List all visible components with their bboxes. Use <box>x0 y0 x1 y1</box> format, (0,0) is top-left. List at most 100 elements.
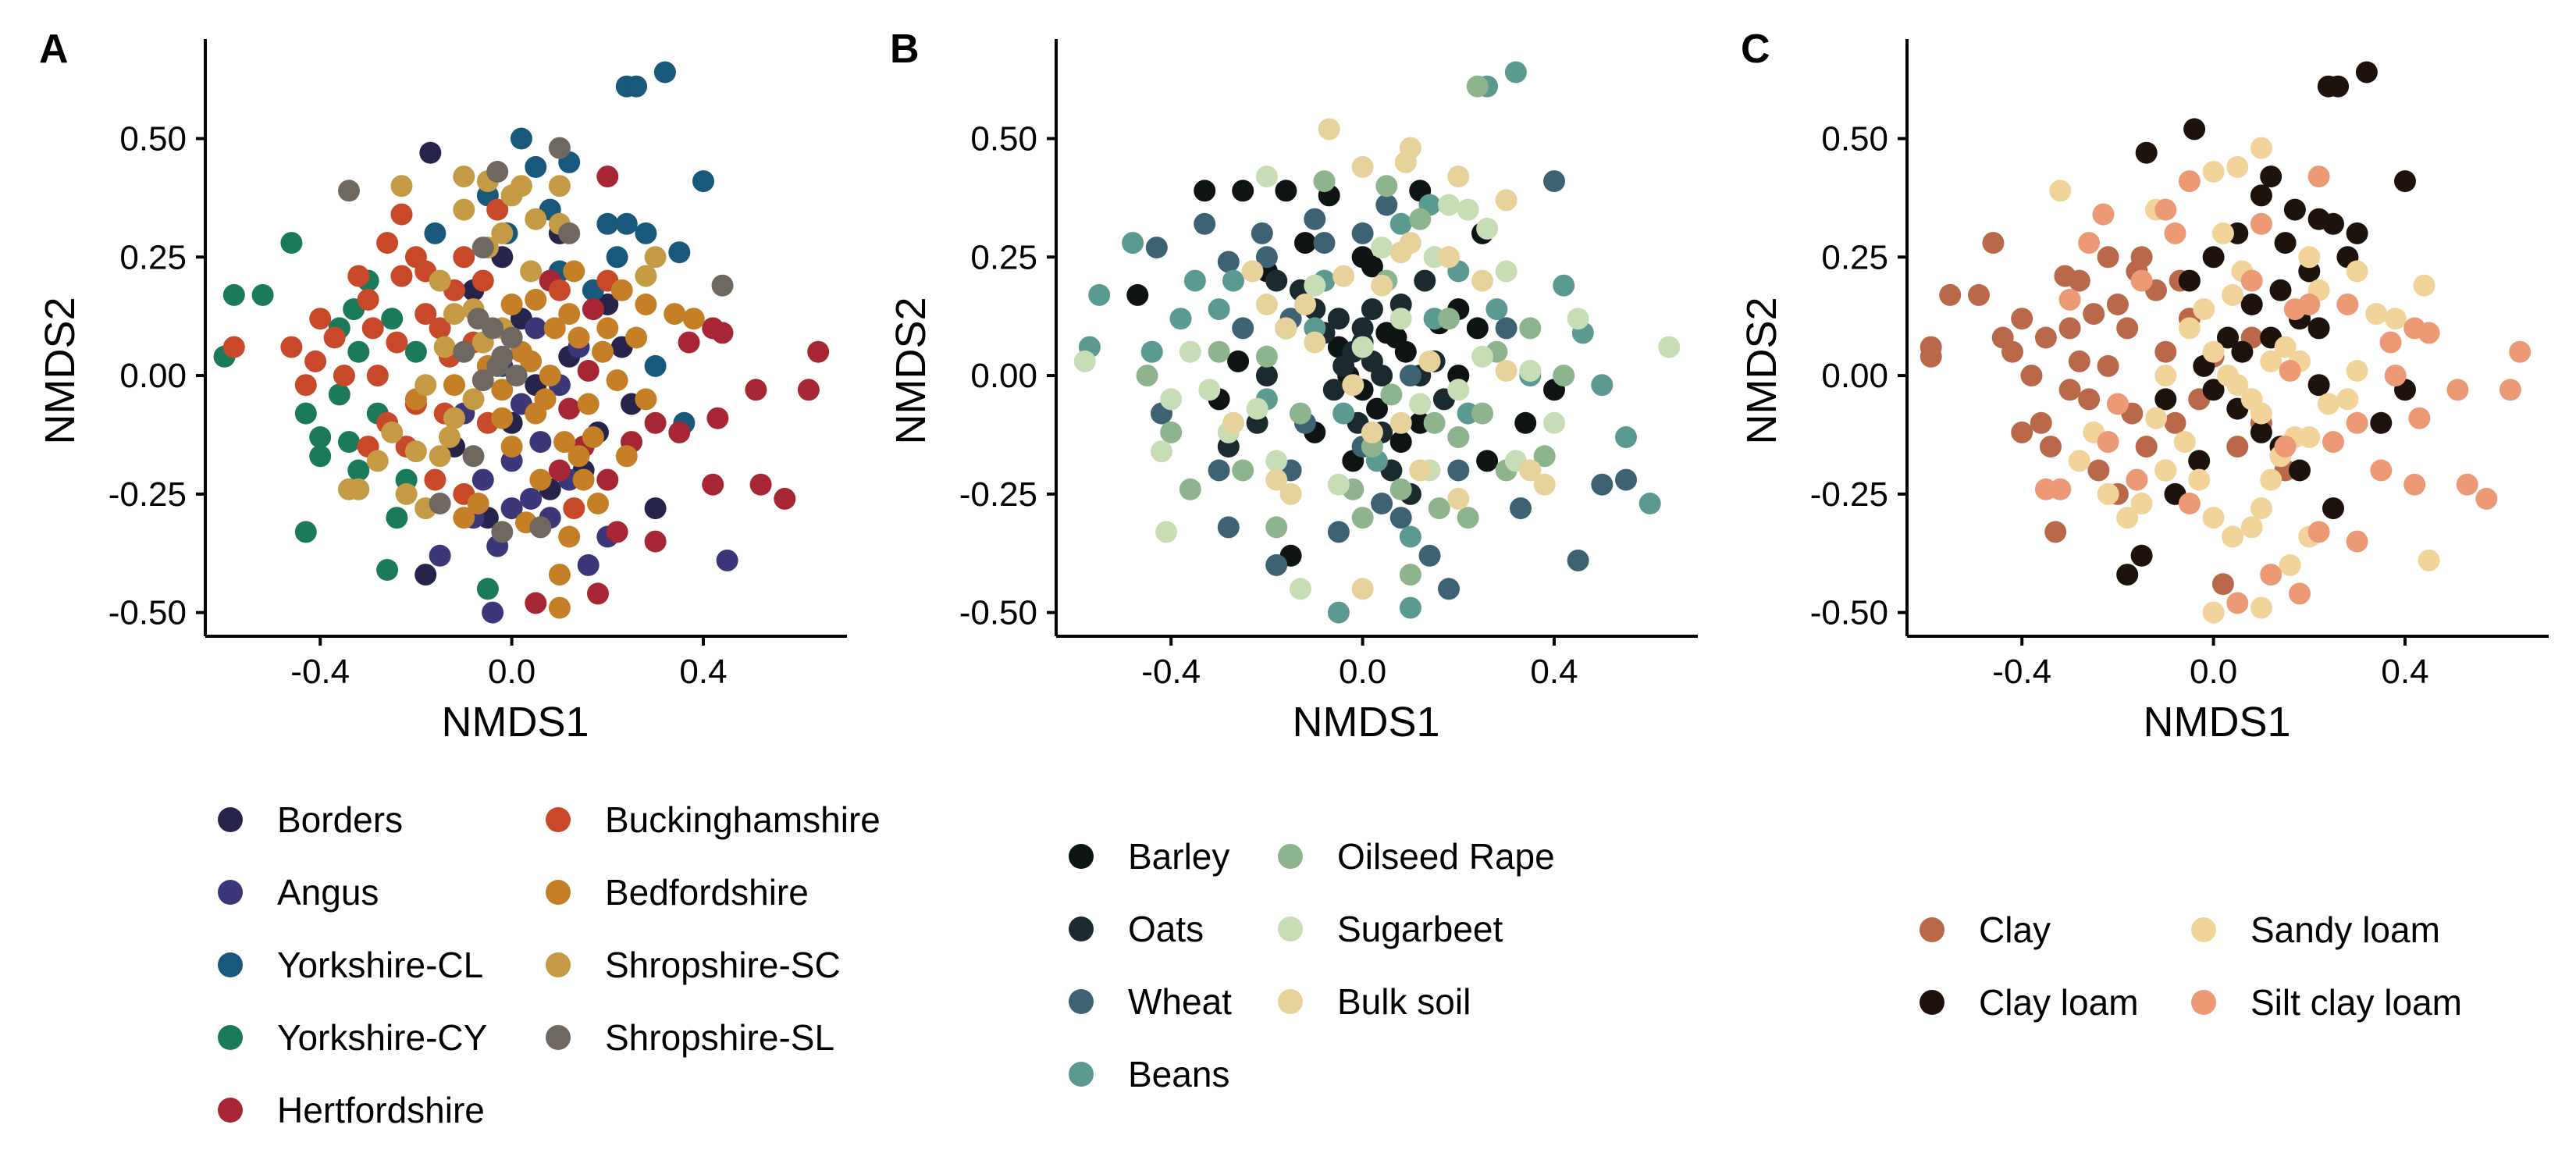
legend-item-clay-c: Clay <box>1920 909 2051 950</box>
point-sandy-loam-c <box>2346 260 2368 283</box>
point-sandy-loam-c <box>2298 246 2321 269</box>
point-bedfordshire-a <box>548 564 571 586</box>
point-silt-clay-loam-c <box>2446 379 2469 401</box>
y-tick-label-a: -0.50 <box>109 594 187 632</box>
point-clay-loam-c <box>2307 317 2330 340</box>
point-clay-loam-c <box>2322 497 2344 520</box>
point-hertfordshire-a <box>606 521 628 543</box>
point-sugarbeet-b <box>1255 166 1278 188</box>
point-beans-b <box>1591 374 1614 397</box>
point-bedfordshire-a <box>625 326 648 349</box>
point-clay-c <box>2020 365 2043 387</box>
point-bedfordshire-a <box>548 596 571 619</box>
point-hertfordshire-a <box>749 473 772 496</box>
legend-item-buckinghamshire-a: Buckinghamshire <box>546 799 881 840</box>
point-yorkshire-cy-a <box>347 340 370 363</box>
point-yorkshire-cl-a <box>635 222 657 244</box>
point-sugarbeet-b <box>1476 217 1499 240</box>
y-tick-label-a: -0.25 <box>109 475 187 514</box>
point-sugarbeet-b <box>1457 198 1479 221</box>
point-hertfordshire-a <box>596 468 619 491</box>
point-bulk-soil-b <box>1342 374 1364 397</box>
point-bulk-soil-b <box>1361 421 1383 443</box>
point-beans-b <box>1553 274 1575 297</box>
point-sugarbeet-b <box>1151 440 1172 463</box>
point-silt-clay-loam-c <box>2226 592 2249 614</box>
point-clay-loam-c <box>2178 269 2201 292</box>
point-clay-loam-c <box>2250 421 2272 443</box>
point-oats-b <box>1265 269 1288 292</box>
point-buckinghamshire-a <box>222 336 245 358</box>
x-tick-label-a: -0.4 <box>290 653 350 691</box>
point-buckinghamshire-a <box>453 246 475 269</box>
point-yorkshire-cy-a <box>280 232 303 254</box>
point-sugarbeet-b <box>1495 260 1517 283</box>
point-bedfordshire-a <box>572 468 595 491</box>
point-silt-clay-loam-c <box>2154 198 2177 221</box>
y-tick-label-b: -0.25 <box>959 475 1037 514</box>
point-yorkshire-cy-a <box>476 578 499 600</box>
panel-letter-c: C <box>1741 27 1770 72</box>
point-clay-loam-c <box>2250 184 2272 207</box>
point-clay-c <box>2011 308 2033 330</box>
point-wheat-b <box>1265 553 1288 576</box>
point-clay-c <box>2058 317 2081 340</box>
point-oats-b <box>1361 298 1383 321</box>
y-axis-title-c: NMDS2 <box>1738 297 1785 444</box>
point-buckinghamshire-a <box>304 350 327 372</box>
point-barley-b <box>1294 232 1316 254</box>
y-tick-label-a: 0.25 <box>119 238 187 276</box>
x-tick-label-b: 0.0 <box>1339 653 1386 691</box>
point-yorkshire-cy-a <box>386 507 408 529</box>
point-oilseed-rape-b <box>1533 445 1556 468</box>
point-yorkshire-cy-a <box>309 445 332 468</box>
legend-swatch-angus-a <box>218 880 243 905</box>
point-sugarbeet-b <box>1155 521 1178 543</box>
point-sandy-loam-c <box>2226 155 2249 178</box>
point-oilseed-rape-b <box>1255 345 1278 368</box>
point-clay-c <box>2097 246 2119 269</box>
point-borders-a <box>419 141 442 164</box>
point-hertfordshire-a <box>706 407 729 429</box>
point-buckinghamshire-a <box>347 265 370 287</box>
panel-letter-a: A <box>39 27 69 72</box>
point-yorkshire-cy-a <box>294 402 317 425</box>
point-bedfordshire-a <box>529 468 552 491</box>
legend-label-shropshire-sc-a: Shropshire-SC <box>605 945 841 985</box>
point-buckinghamshire-a <box>471 269 494 292</box>
point-shropshire-sl-a <box>471 237 494 259</box>
point-clay-loam-c <box>2322 212 2344 235</box>
point-yorkshire-cy-a <box>222 283 245 306</box>
legend-swatch-shropshire-sc-a <box>546 952 571 977</box>
point-oilseed-rape-b <box>1265 516 1288 539</box>
legend-label-shropshire-sl-a: Shropshire-SL <box>605 1017 834 1058</box>
legend-label-wheat-b: Wheat <box>1128 981 1232 1022</box>
point-bulk-soil-b <box>1255 294 1278 315</box>
point-shropshire-sl-a <box>338 180 360 202</box>
point-yorkshire-cy-a <box>328 383 350 406</box>
point-wheat-b <box>1217 516 1240 539</box>
point-bulk-soil-b <box>1519 459 1542 482</box>
point-buckinghamshire-a <box>563 497 585 520</box>
point-clay-c <box>2106 294 2129 315</box>
point-oats-b <box>1351 317 1374 340</box>
point-silt-clay-loam-c <box>2346 411 2368 434</box>
point-buckinghamshire-a <box>366 365 389 387</box>
point-sugarbeet-b <box>1471 345 1493 368</box>
point-angus-a <box>500 497 523 520</box>
point-clay-c <box>2040 436 2062 458</box>
point-clay-loam-c <box>2283 198 2306 221</box>
legend-swatch-sugarbeet-b <box>1278 917 1303 941</box>
point-sandy-loam-c <box>2202 507 2225 529</box>
point-clay-loam-c <box>2289 459 2311 482</box>
point-silt-clay-loam-c <box>2097 431 2119 454</box>
point-hertfordshire-a <box>577 360 600 382</box>
point-oilseed-rape-b <box>1313 170 1336 193</box>
point-sandy-loam-c <box>2193 298 2215 321</box>
point-sandy-loam-c <box>2222 525 2244 548</box>
y-tick-label-b: -0.50 <box>959 594 1037 632</box>
legend-label-silt-clay-loam-c: Silt clay loam <box>2250 982 2462 1023</box>
legend-label-bulk-soil-b: Bulk soil <box>1337 981 1471 1022</box>
point-bedfordshire-a <box>596 317 619 340</box>
point-shropshire-sc-a <box>366 450 389 472</box>
